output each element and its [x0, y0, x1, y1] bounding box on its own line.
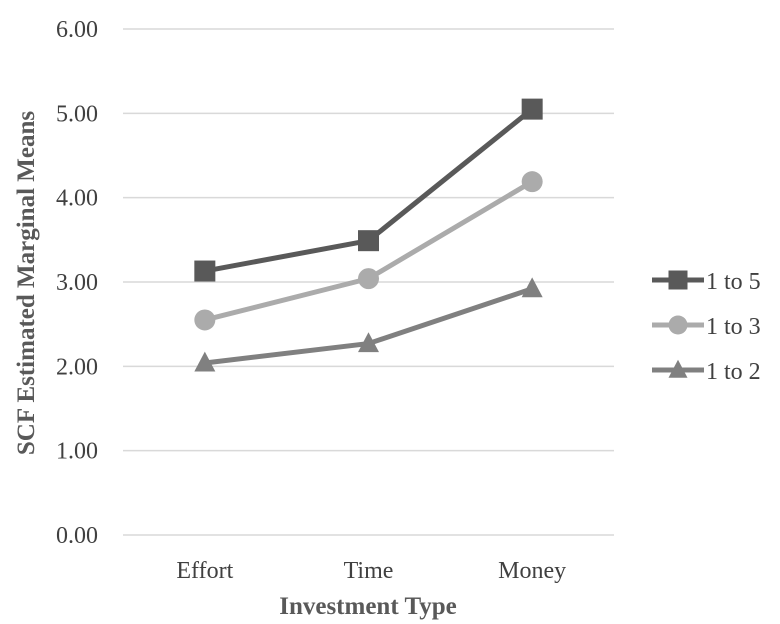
legend-label: 1 to 2 [706, 359, 761, 385]
x-tick-label: Time [344, 558, 394, 584]
legend-label: 1 to 3 [706, 314, 761, 340]
legend-item: 1 to 2 [652, 359, 761, 385]
y-axis-title: SCF Estimated Marginal Means [13, 111, 40, 455]
legend-item: 1 to 5 [652, 269, 761, 295]
legend-marker [668, 359, 688, 378]
legend-marker [668, 315, 688, 335]
legend-label: 1 to 5 [706, 269, 761, 295]
legend: 1 to 5 1 to 3 1 to 2 [652, 269, 761, 385]
data-point [521, 277, 543, 298]
y-tick-label: 0.00 [56, 523, 98, 549]
series-circle [194, 171, 543, 331]
series-triangle [194, 277, 543, 372]
y-tick-label: 5.00 [56, 101, 98, 127]
data-point [194, 309, 216, 331]
y-tick-label: 4.00 [56, 186, 98, 212]
x-axis-ticks: Effort Time Money [176, 558, 566, 584]
y-tick-label: 2.00 [56, 354, 98, 380]
y-tick-label: 3.00 [56, 270, 98, 296]
legend-marker [668, 270, 688, 290]
x-tick-label: Money [498, 558, 566, 584]
data-point [194, 351, 216, 372]
data-point [521, 171, 543, 193]
x-axis-title: Investment Type [279, 593, 457, 620]
y-tick-label: 6.00 [56, 17, 98, 43]
data-point [358, 230, 379, 252]
series-square [194, 98, 543, 282]
legend-item: 1 to 3 [652, 314, 761, 340]
data-point [521, 98, 543, 120]
x-tick-label: Effort [176, 558, 233, 584]
data-point [358, 268, 379, 290]
y-tick-label: 1.00 [56, 439, 98, 465]
y-axis-ticks: 0.00 1.00 2.00 3.00 4.00 5.00 6.00 [56, 17, 98, 549]
series-lines [194, 98, 543, 372]
data-point [194, 260, 216, 282]
data-point [358, 332, 379, 353]
